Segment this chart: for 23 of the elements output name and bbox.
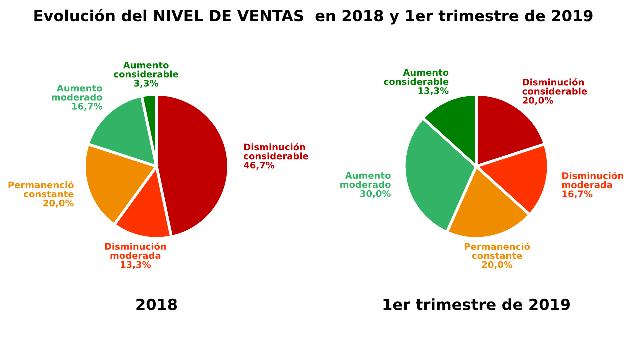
data-label: 20,0% [482, 261, 513, 270]
slice-label: Permanenció constante [8, 181, 74, 198]
slice-label: Disminución considerable [522, 78, 588, 95]
slice-label: Aumento moderado [340, 172, 391, 188]
text: 2018 [136, 298, 178, 310]
data-label: 3,3% [134, 80, 159, 88]
data-label: 13,3% [418, 87, 449, 96]
data-label: 13,3% [121, 261, 152, 270]
data-label: 30,0% [360, 190, 391, 198]
slice-label: Disminución moderada [105, 242, 166, 260]
data-label: 20,0% [523, 97, 554, 106]
slice-label: Disminución considerable [244, 143, 308, 160]
data-label: 46,7% [244, 162, 275, 170]
slice-label: Aumento considerable [114, 62, 178, 78]
text: 1er trimestre de 2019 [384, 298, 570, 310]
slice-label: Permanenció constante [464, 242, 530, 260]
slice-label: Aumento moderado [52, 85, 102, 101]
slice-label: Aumento considerable [384, 69, 449, 86]
data-label: 16,7% [562, 190, 593, 199]
slice-label: Disminución moderada [562, 172, 624, 188]
data-label: 20,0% [44, 200, 74, 208]
data-label: 16,7% [72, 103, 103, 112]
chart-title: Evolución del NIVEL DE VENTAS en 2018 y 1er trimestre de 2019 [34, 9, 593, 25]
